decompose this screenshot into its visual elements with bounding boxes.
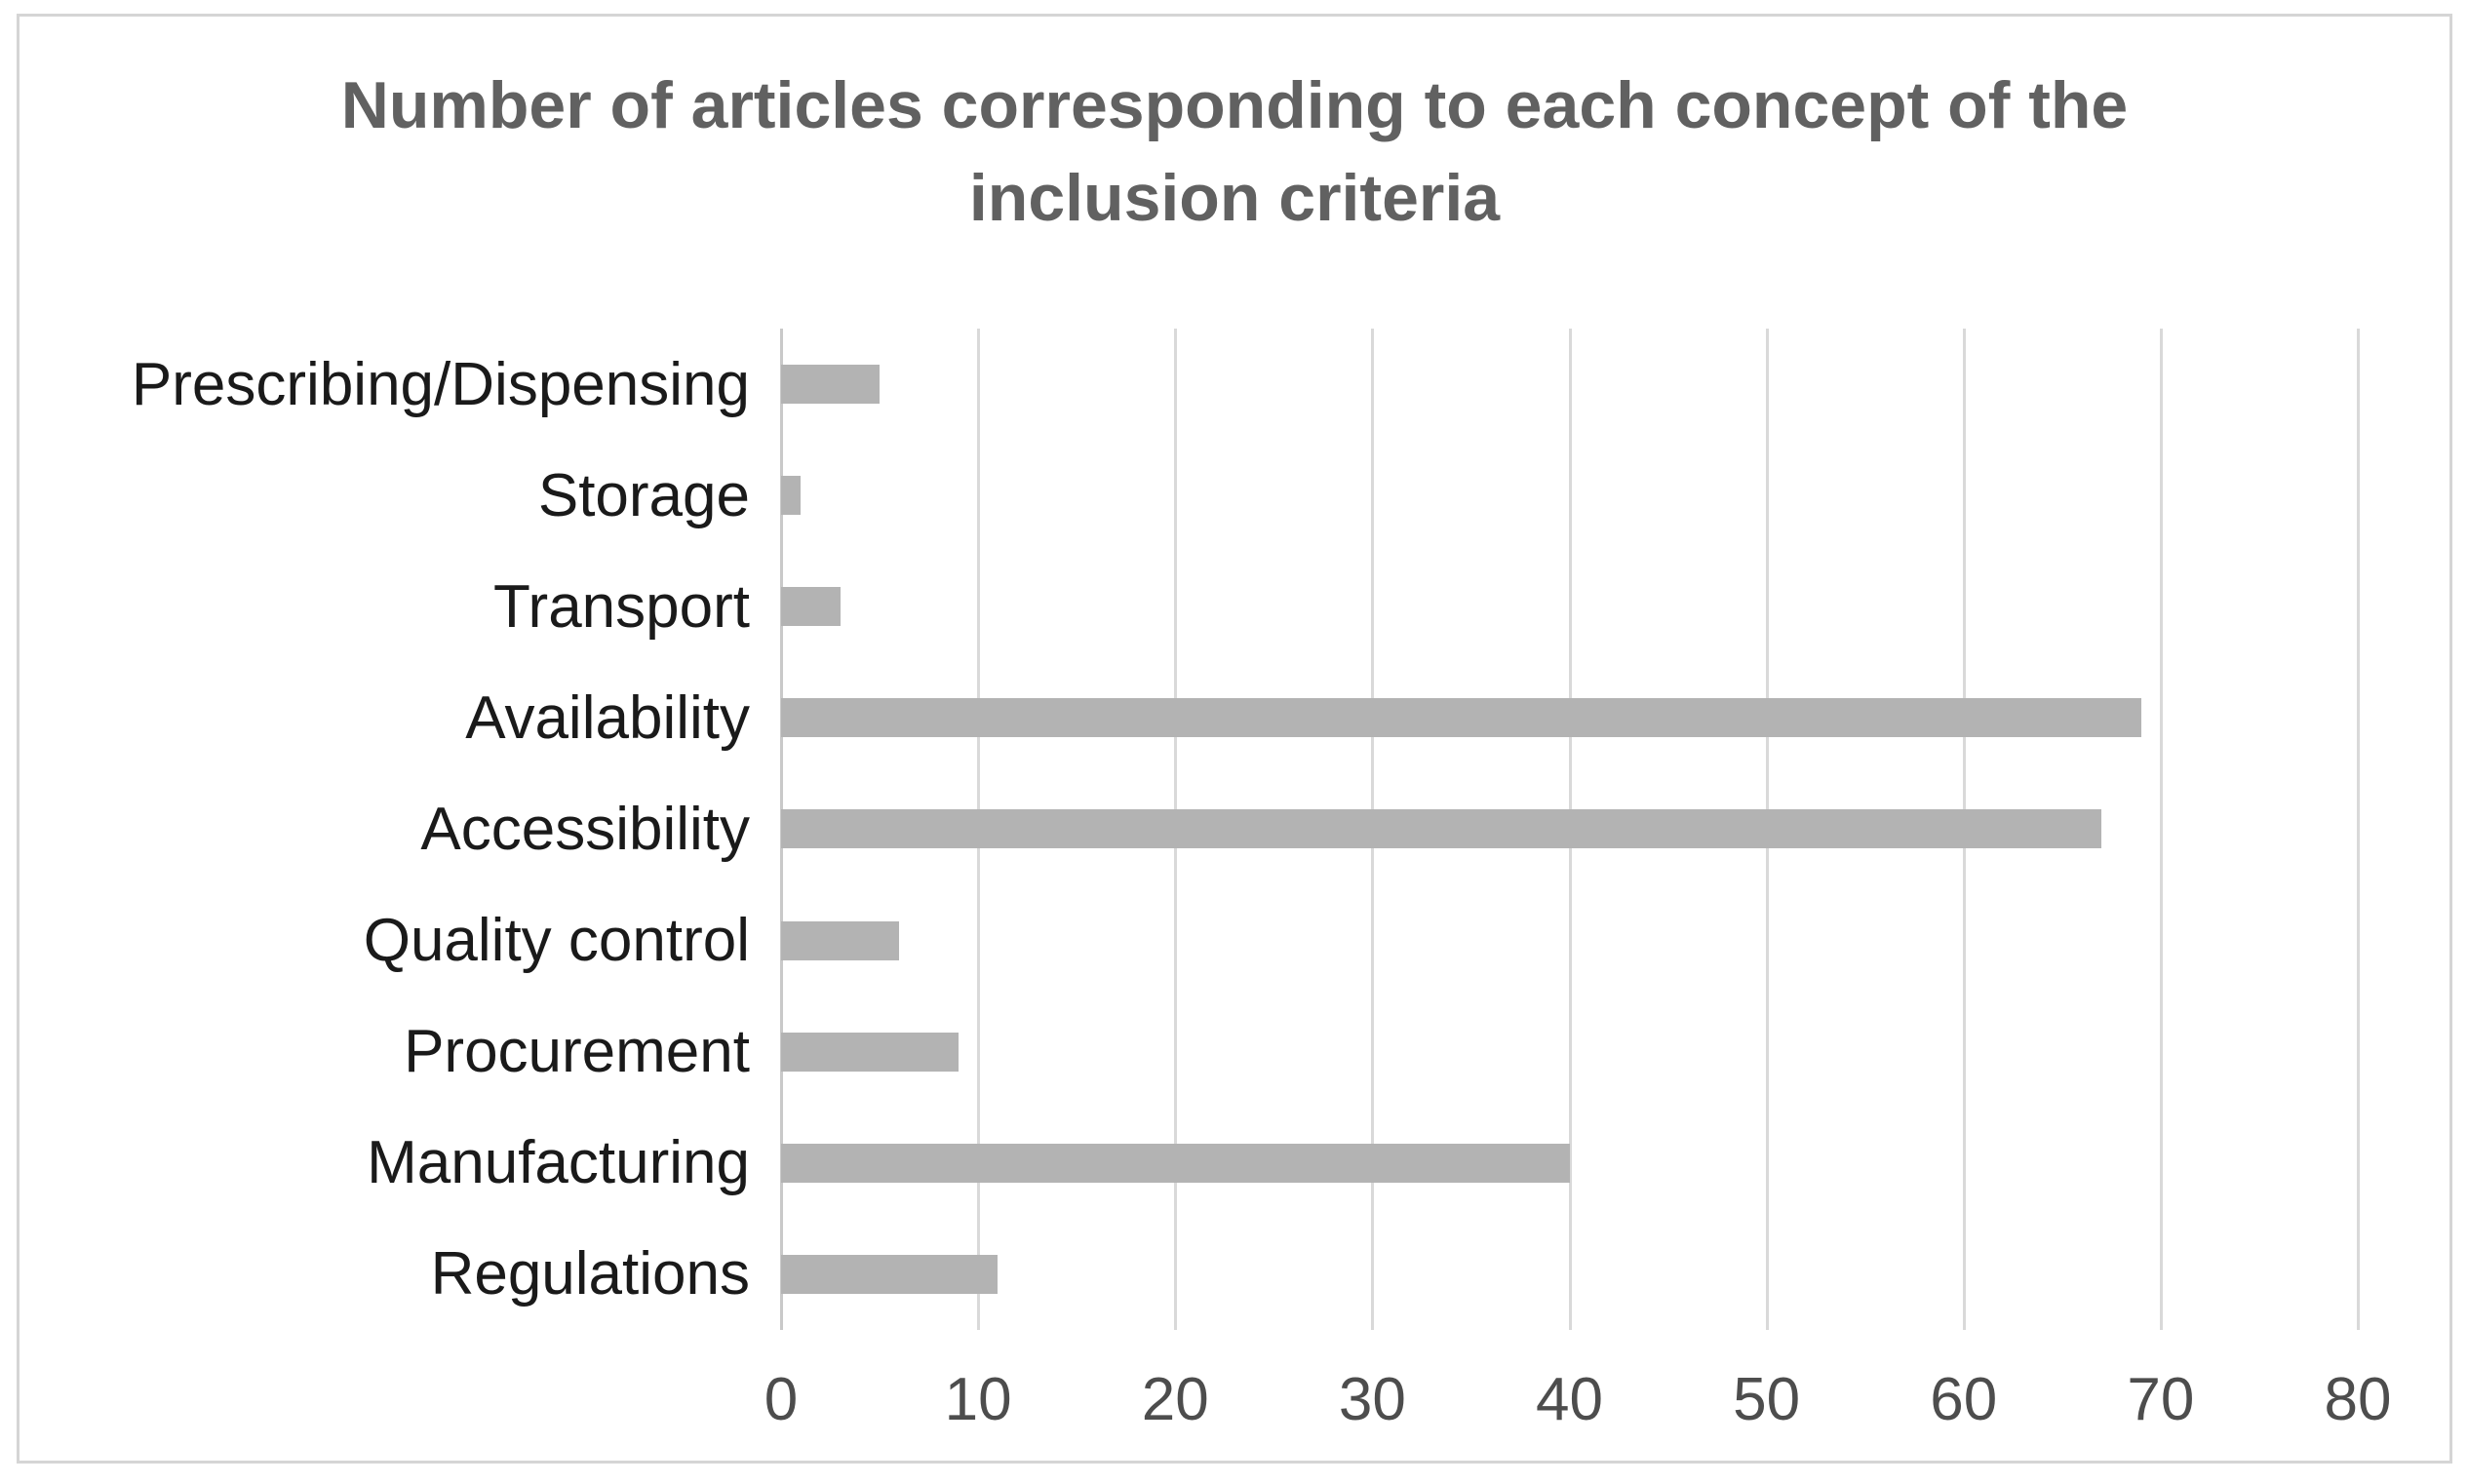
bar-quality-control [781,920,900,960]
chart-title: Number of articles corresponding to each… [20,59,2449,245]
bar-row [781,551,2358,662]
bar-transport [781,587,841,627]
bar-row [781,662,2358,773]
bar-accessibility [781,809,2102,849]
x-axis-tick-labels: 0 10 20 30 40 50 60 70 80 [20,1365,2449,1443]
bar-row [781,329,2358,440]
y-axis-labels: Prescribing/Dispensing Storage Transport Av… [20,329,765,1330]
gridline-x-80 [2357,329,2360,1330]
x-axis-tick-label-0: 0 [764,1366,799,1433]
x-axis-tick-label-70: 70 [2127,1366,2195,1433]
bar-row [781,773,2358,884]
x-axis-tick-label-30: 30 [1338,1366,1406,1433]
x-axis-tick-label-60: 60 [1930,1366,1998,1433]
bar-storage [781,476,802,516]
chart-title-line-1: Number of articles corresponding to each… [340,68,2129,142]
y-axis-label-regulations: Regulations [430,1240,750,1308]
x-axis-tick-label-10: 10 [944,1366,1012,1433]
y-axis-label-storage: Storage [537,461,750,529]
bar-row [781,1108,2358,1219]
y-axis-label-quality-control: Quality control [363,907,750,975]
x-axis-tick-label-50: 50 [1733,1366,1801,1433]
y-axis-label-prescribing-dispensing: Prescribing/Dispensing [131,350,750,418]
x-axis-tick-label-40: 40 [1536,1366,1603,1433]
bar-row [781,885,2358,996]
y-axis-label-transport: Transport [492,572,750,641]
y-axis-label-manufacturing: Manufacturing [367,1129,750,1197]
x-axis-tick-label-20: 20 [1141,1366,1209,1433]
gridline-x-70 [2159,329,2163,1330]
bar-regulations [781,1254,999,1294]
bar-manufacturing [781,1143,1570,1183]
bar-row [781,1219,2358,1330]
bar-prescribing-dispensing [781,365,881,405]
bar-row [781,996,2358,1108]
bar-procurement [781,1032,959,1072]
y-axis-label-availability: Availability [465,683,750,752]
y-axis-label-accessibility: Accessibility [420,795,750,863]
bar-row [781,440,2358,551]
x-axis-tick-label-80: 80 [2324,1366,2392,1433]
plot-area [780,329,2360,1330]
y-axis-label-procurement: Procurement [404,1018,750,1086]
chart-frame: Number of articles corresponding to each… [17,14,2452,1464]
chart-title-line-2: inclusion criteria [968,161,1501,235]
bar-availability [781,698,2141,738]
